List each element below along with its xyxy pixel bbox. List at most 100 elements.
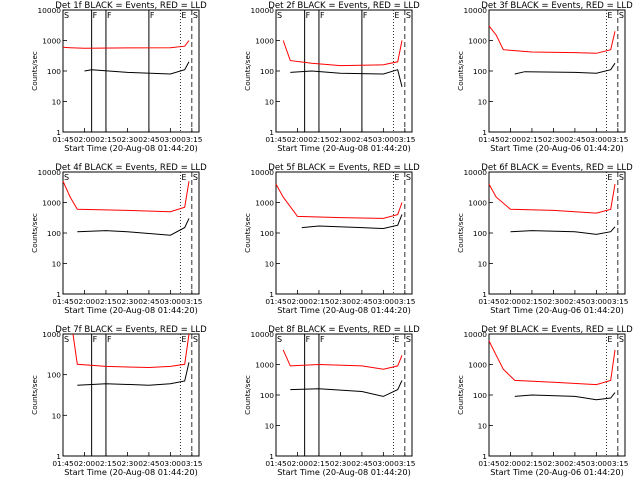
marker-label: F — [363, 11, 368, 20]
marker-label: S — [277, 11, 282, 20]
marker-label: E — [181, 11, 186, 20]
marker-label: F — [320, 335, 325, 344]
x-tick-label: 02:15 — [95, 135, 117, 144]
x-tick-label: 02:30 — [117, 297, 139, 306]
chart-title: Det 6f BLACK = Events, RED = LLD — [481, 163, 633, 173]
x-tick-label: 02:00 — [500, 135, 522, 144]
marker-label: S — [64, 11, 69, 20]
y-tick-label: 100 — [473, 67, 487, 76]
series-line — [275, 183, 403, 219]
marker-label: E — [394, 173, 399, 182]
x-tick-label: 02:45 — [138, 297, 160, 306]
y-tick-label: 10 — [52, 260, 62, 269]
y-axis-label: Counts/sec — [30, 51, 39, 91]
y-tick-label: 10 — [478, 422, 488, 431]
series-line — [77, 362, 190, 386]
x-tick-label: 03:15 — [394, 459, 416, 468]
y-tick-label: 10 — [478, 98, 488, 107]
chart-title: Det 1f BLACK = Events, RED = LLD — [55, 1, 207, 11]
x-axis-label: Start Time (20-Aug-06 01:44:20) — [490, 467, 624, 477]
x-tick-label: 03:00 — [160, 459, 182, 468]
x-axis-label: Start Time (20-Aug-06 01:44:20) — [490, 143, 624, 153]
x-tick-label: 03:15 — [181, 135, 203, 144]
marker-label: F — [93, 11, 98, 20]
chart-title: Det 3f BLACK = Events, RED = LLD — [481, 1, 633, 11]
y-axis-label: Counts/sec — [243, 213, 252, 253]
marker-label: S — [193, 173, 198, 182]
x-tick-label: 02:30 — [543, 297, 565, 306]
x-axis-label: Start Time (20-Aug-08 01:44:20) — [64, 467, 198, 477]
x-tick-label: 03:15 — [607, 135, 629, 144]
marker-label: S — [619, 335, 624, 344]
series-line — [62, 180, 190, 213]
series-line — [488, 25, 616, 54]
x-tick-label: 02:15 — [308, 297, 330, 306]
x-tick-label: 02:00 — [74, 459, 96, 468]
x-tick-label: 03:00 — [586, 135, 608, 144]
x-tick-label: 03:00 — [160, 135, 182, 144]
series-line — [62, 40, 190, 49]
series-line — [301, 214, 403, 230]
x-tick-label: 02:00 — [287, 135, 309, 144]
x-tick-label: 01:45 — [265, 297, 287, 306]
marker-label: E — [394, 11, 399, 20]
series-line — [510, 226, 616, 235]
series-line — [488, 340, 616, 386]
y-tick-label: 1000 — [468, 37, 487, 46]
y-tick-label: 100 — [47, 67, 61, 76]
x-tick-label: 03:15 — [181, 297, 203, 306]
y-tick-label: 100 — [473, 391, 487, 400]
x-tick-label: 03:00 — [160, 297, 182, 306]
y-tick-label: 1000 — [255, 361, 274, 370]
y-tick-label: 10 — [52, 411, 62, 420]
y-tick-label: 10 — [265, 422, 275, 431]
y-tick-label: 10 — [265, 98, 275, 107]
x-tick-label: 02:15 — [308, 135, 330, 144]
marker-label: F — [306, 11, 311, 20]
x-tick-label: 02:30 — [330, 459, 352, 468]
series-line — [282, 349, 403, 370]
x-tick-label: 01:45 — [52, 459, 74, 468]
x-tick-label: 03:15 — [181, 459, 203, 468]
x-axis-label: Start Time (20-Aug-08 01:44:20) — [277, 143, 411, 153]
y-axis-label: Counts/sec — [456, 51, 465, 91]
series-line — [72, 333, 190, 369]
x-tick-label: 01:45 — [52, 297, 74, 306]
marker-label: S — [619, 173, 624, 182]
marker-label: S — [406, 173, 411, 182]
plot-frame — [62, 171, 200, 295]
series-line — [84, 61, 190, 75]
x-tick-label: 03:15 — [607, 459, 629, 468]
marker-label: E — [607, 11, 612, 20]
x-tick-label: 03:15 — [394, 135, 416, 144]
x-tick-label: 03:15 — [607, 297, 629, 306]
x-tick-label: 02:00 — [287, 297, 309, 306]
x-tick-label: 02:45 — [564, 135, 586, 144]
x-tick-label: 03:15 — [394, 297, 416, 306]
marker-label: E — [607, 173, 612, 182]
x-tick-label: 03:00 — [373, 459, 395, 468]
y-tick-label: 10000 — [250, 330, 274, 339]
x-tick-label: 02:30 — [330, 297, 352, 306]
marker-label: F — [107, 11, 112, 20]
marker-label: S — [64, 173, 69, 182]
marker-label: E — [394, 335, 399, 344]
x-tick-label: 02:45 — [564, 459, 586, 468]
y-tick-label: 1000 — [255, 199, 274, 208]
y-tick-label: 1000 — [255, 37, 274, 46]
x-tick-label: 01:45 — [265, 459, 287, 468]
x-tick-label: 02:00 — [74, 297, 96, 306]
marker-label: F — [107, 335, 112, 344]
marker-label: S — [64, 335, 69, 344]
x-tick-label: 02:45 — [351, 459, 373, 468]
y-tick-label: 1 — [269, 128, 274, 137]
marker-label: F — [320, 11, 325, 20]
chart-title: Det 9f BLACK = Events, RED = LLD — [481, 325, 633, 335]
x-tick-label: 03:00 — [373, 297, 395, 306]
